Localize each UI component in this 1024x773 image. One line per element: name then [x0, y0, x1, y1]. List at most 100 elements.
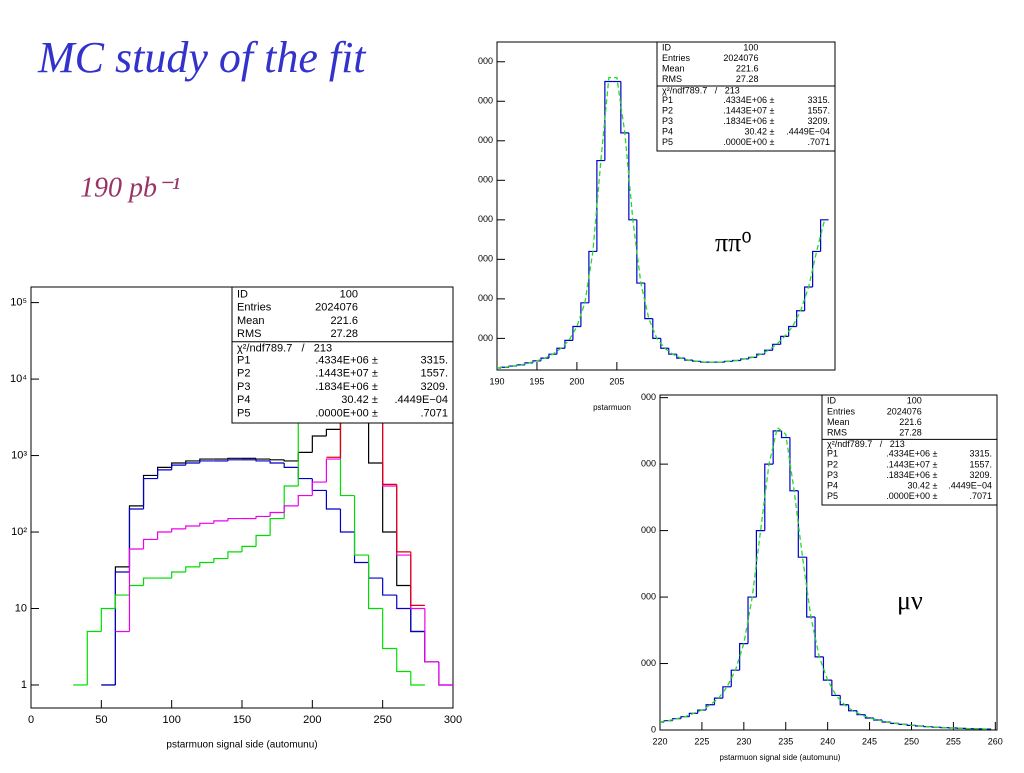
histogram-bin [298, 467, 312, 478]
stats-param: P2 [662, 106, 673, 116]
histogram-bin [840, 695, 848, 704]
stats-param: P1 [662, 95, 673, 105]
histogram-bin [256, 516, 270, 518]
histogram-bin [397, 595, 411, 608]
stats-param: P2 [237, 368, 250, 380]
x-tick-label: 200 [569, 376, 584, 386]
y-tick-label: 000 [478, 135, 493, 145]
stats-param: P2 [827, 459, 838, 469]
histogram-bin [411, 552, 425, 605]
histogram-bin [200, 461, 214, 463]
histogram-bin [790, 438, 798, 491]
histogram-bin [186, 567, 200, 572]
histogram-bin [589, 251, 597, 302]
stats-param-error: 3209. [969, 470, 992, 480]
y-tick-label: 000 [641, 591, 656, 601]
stats-param-value: .4334E+06 ± [886, 449, 937, 459]
stats-param-value: .4334E+06 ± [315, 355, 378, 367]
histogram-bin [144, 479, 158, 509]
histogram-bin [773, 344, 781, 350]
y-tick-label: 000 [478, 175, 493, 185]
x-tick-label: 195 [529, 376, 544, 386]
stats-param: P4 [827, 480, 838, 490]
histogram-bin [756, 531, 764, 597]
stats-param-error: 1557. [969, 459, 992, 469]
histogram-bin [383, 609, 397, 649]
histogram-bin [256, 458, 270, 459]
histogram-bin [256, 460, 270, 461]
histogram-bin [425, 632, 439, 662]
histogram-bin [129, 549, 143, 632]
histogram-bin [807, 557, 815, 617]
histogram-bin [813, 251, 821, 287]
stats-value: 2024076 [887, 406, 922, 416]
x-tick-label: 250 [904, 736, 919, 746]
histogram-bin [158, 467, 172, 475]
stats-value: 2024076 [315, 302, 358, 314]
histogram-bin [798, 491, 806, 557]
stats-fit-title: χ²/ndf789.7 / 213 [662, 86, 740, 96]
histogram-bin [144, 539, 158, 549]
stats-label: Mean [662, 64, 685, 74]
histogram-bin [369, 562, 383, 578]
histogram-bin [605, 82, 613, 161]
stats-value: 100 [743, 43, 758, 53]
histogram-bin [284, 486, 298, 519]
histogram-bin [397, 532, 411, 585]
histogram-bin [821, 220, 829, 252]
histogram-bin [789, 327, 797, 337]
stats-param-error: 3315. [969, 449, 992, 459]
y-tick-label: 000 [641, 658, 656, 668]
histogram-bin [815, 617, 823, 657]
histogram-bin [200, 562, 214, 566]
stats-param-error: .7071 [969, 491, 992, 501]
histogram-bin [242, 546, 256, 552]
histogram-bin [129, 509, 143, 572]
x-tick-label: 220 [652, 736, 667, 746]
histogram-bin [425, 609, 439, 662]
histogram-bin [186, 526, 200, 529]
x-tick-label: 200 [303, 714, 321, 726]
histogram-bin [661, 338, 669, 348]
histogram-bin [439, 662, 453, 685]
y-tick-label: 10 [15, 602, 27, 614]
stats-param-error: .4449E−04 [948, 480, 992, 490]
histogram-bin [312, 436, 326, 452]
histogram-bin [284, 460, 298, 461]
x-tick-label: 250 [373, 714, 391, 726]
stats-label: ID [662, 43, 672, 53]
stats-value: 221.6 [736, 64, 759, 74]
stats-value: 221.6 [330, 315, 358, 327]
histogram-bin [115, 595, 129, 608]
histogram-bin [270, 459, 284, 460]
histogram-bin [87, 632, 101, 685]
stats-param-value: .1834E+06 ± [723, 116, 774, 126]
histogram-bin [326, 429, 340, 436]
y-tick-label: 000 [641, 459, 656, 469]
histogram-bin [383, 578, 397, 595]
histogram-bin [270, 461, 284, 463]
stats-label: Mean [827, 417, 850, 427]
x-tick-label: 235 [778, 736, 793, 746]
stats-param: P3 [237, 381, 250, 393]
x-axis-label: pstarmuon [593, 403, 631, 412]
x-tick-label: 260 [988, 736, 1003, 746]
y-tick-label: 000 [478, 293, 493, 303]
stats-param-value: .0000E+00 ± [723, 137, 774, 147]
histogram-bin [284, 463, 298, 467]
histogram-bin [228, 552, 242, 559]
stats-param-error: 1557. [420, 368, 448, 380]
stats-param: P1 [827, 449, 838, 459]
histogram-bin [355, 532, 369, 562]
stats-label: RMS [827, 427, 847, 437]
stats-label: ID [827, 396, 837, 406]
x-tick-label: 230 [736, 736, 751, 746]
stats-param-error: 3315. [420, 355, 448, 367]
y-tick-label: 10⁴ [10, 373, 27, 385]
x-tick-label: 225 [694, 736, 709, 746]
histogram-bin [565, 340, 573, 348]
histogram-bin [781, 336, 789, 344]
histogram-bin [706, 705, 714, 710]
stats-fit-title: χ²/ndf789.7 / 213 [237, 342, 332, 354]
histogram-bin [186, 463, 200, 465]
